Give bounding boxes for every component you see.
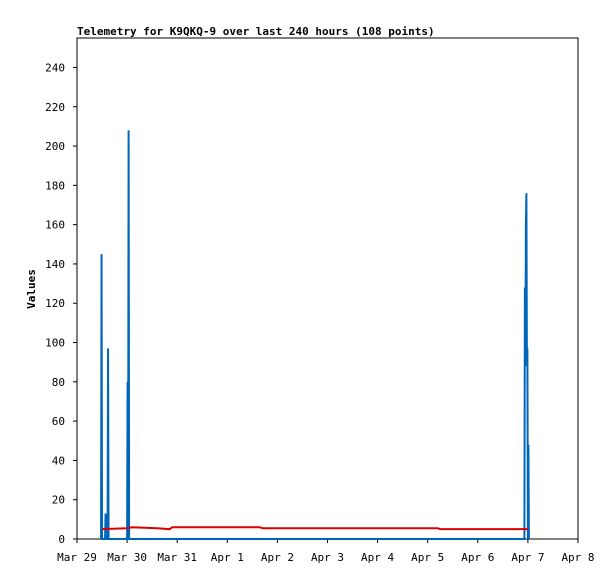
chart-title: Telemetry for K9QKQ-9 over last 240 hour… xyxy=(77,25,435,38)
x-tick-label: Apr 3 xyxy=(311,551,344,564)
y-tick-label: 100 xyxy=(45,337,65,350)
x-tick-label: Mar 31 xyxy=(157,551,197,564)
plot-frame xyxy=(76,37,579,540)
x-tick-label: Apr 2 xyxy=(261,551,294,564)
y-axis-label: Values xyxy=(25,269,38,309)
x-tick-label: Apr 6 xyxy=(461,551,494,564)
y-tick-label: 0 xyxy=(58,533,65,546)
y-tick-label: 180 xyxy=(45,179,65,192)
y-tick-label: 160 xyxy=(45,219,65,232)
x-tick-label: Mar 30 xyxy=(107,551,147,564)
y-tick-label: 200 xyxy=(45,140,65,153)
y-tick-label: 240 xyxy=(45,61,65,74)
x-tick-label: Apr 8 xyxy=(561,551,594,564)
series-line xyxy=(102,526,528,531)
y-tick-label: 80 xyxy=(52,376,65,389)
y-tick-label: 120 xyxy=(45,297,65,310)
y-tick-label: 60 xyxy=(52,415,65,428)
x-tick-label: Apr 1 xyxy=(211,551,244,564)
y-tick-label: 40 xyxy=(52,454,65,467)
x-tick-label: Apr 7 xyxy=(511,551,544,564)
x-tick-label: Apr 5 xyxy=(411,551,444,564)
x-tick-label: Apr 4 xyxy=(361,551,394,564)
series-line xyxy=(100,130,530,540)
y-tick-label: 220 xyxy=(45,101,65,114)
x-tick-label: Mar 29 xyxy=(57,551,97,564)
y-tick-label: 140 xyxy=(45,258,65,271)
y-tick-label: 20 xyxy=(52,494,65,507)
